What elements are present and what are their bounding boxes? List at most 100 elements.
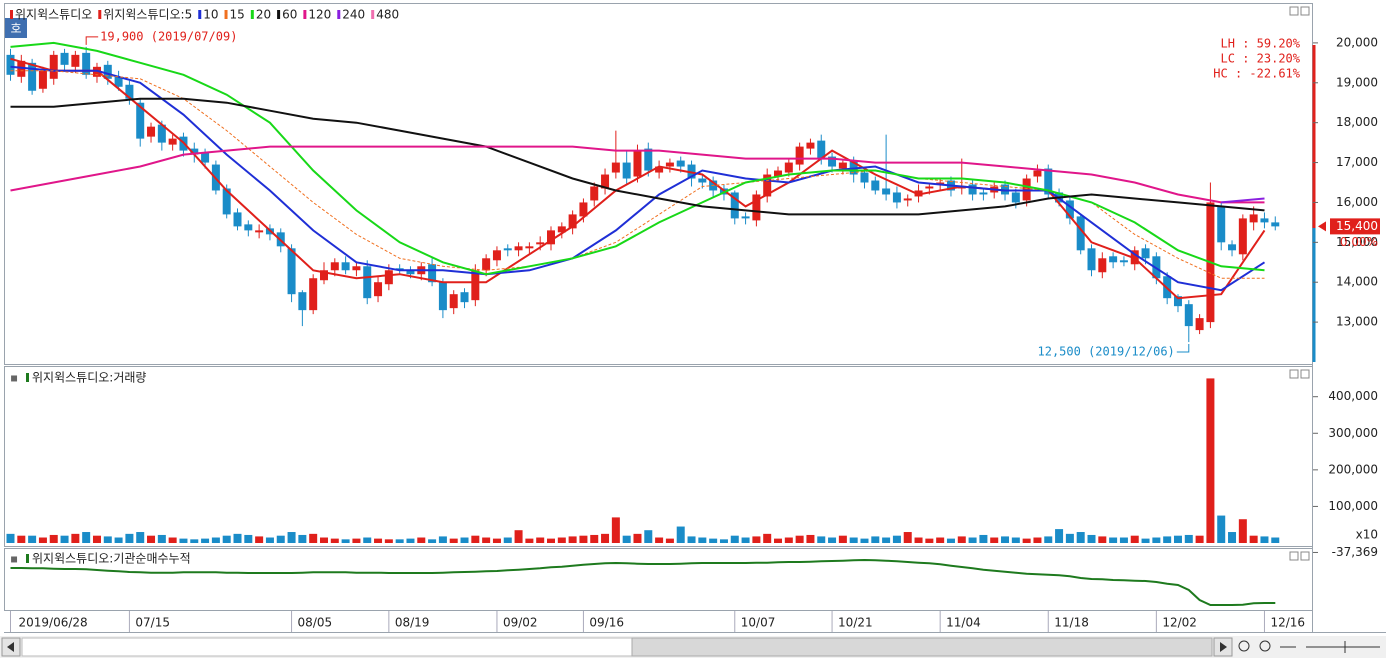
candle-body: [49, 54, 58, 79]
candle-body: [1001, 184, 1010, 195]
candle-body: [114, 76, 123, 87]
volume-bar: [309, 533, 318, 543]
volume-bar: [1152, 537, 1161, 543]
annotation-arrow: [85, 36, 99, 45]
scroll-track[interactable]: [21, 637, 633, 657]
volume-bar: [233, 533, 242, 543]
candle-body: [406, 270, 415, 275]
volume-bar: [114, 537, 123, 543]
stat-label: HC : -22.61%: [1213, 67, 1300, 81]
candle-body: [1228, 244, 1237, 251]
volume-bar: [579, 535, 588, 543]
volume-bar: [730, 535, 739, 543]
volume-bar: [244, 534, 253, 543]
institution-title: 위지윅스튜디오:기관순매수누적: [32, 552, 191, 566]
panel-close[interactable]: [1300, 6, 1310, 16]
candle-body: [838, 162, 847, 169]
volume-bar: [341, 539, 350, 543]
legend-label: 위지윅스튜디오: [15, 8, 92, 22]
zoom-out[interactable]: [1238, 640, 1250, 652]
panel-close[interactable]: [1300, 369, 1310, 379]
volume-bar: [103, 536, 112, 543]
zoom-slider[interactable]: [1280, 641, 1380, 653]
candle-body: [1238, 218, 1247, 255]
legend-label: 20: [256, 8, 271, 22]
candle-body: [222, 188, 231, 215]
moving-average: [10, 57, 1266, 300]
candle-body: [38, 70, 47, 89]
volume-bar: [125, 533, 134, 543]
legend-label: 480: [376, 8, 399, 22]
legend-swatch: [198, 10, 202, 19]
last-change: 0.00%: [1340, 235, 1378, 249]
volume-bar: [255, 536, 264, 543]
volume-bar: [936, 537, 945, 543]
volume-bar: [741, 537, 750, 543]
volume-bar: [201, 538, 210, 543]
legend-swatch: [224, 10, 228, 19]
mode-button[interactable]: [5, 18, 27, 38]
volume-bar: [882, 537, 891, 543]
candle-body: [136, 102, 145, 139]
legend-swatch: [337, 10, 341, 19]
volume-bar: [1044, 536, 1053, 543]
moving-average: [1221, 197, 1265, 204]
volume-bar: [49, 534, 58, 543]
candle-body: [784, 162, 793, 173]
volume-bar: [925, 538, 934, 543]
volume-bar: [687, 536, 696, 543]
volume-bar: [482, 537, 491, 543]
volume-bar: [460, 537, 469, 543]
annotation: 12,500 (2019/12/06): [1038, 345, 1175, 359]
x-tick-label: 09/16: [589, 616, 624, 630]
candle-body: [1184, 304, 1193, 327]
volume-bar: [601, 533, 610, 543]
y-tick-label: 16,000: [1336, 195, 1378, 209]
y-tick-label: 18,000: [1336, 115, 1378, 129]
candle-body: [352, 266, 361, 271]
volume-bar: [622, 535, 631, 543]
candle-body: [471, 270, 480, 301]
volume-bar: [471, 535, 480, 543]
volume-bar: [1130, 535, 1139, 543]
volume-bar: [319, 537, 328, 543]
panel-minimize[interactable]: [1289, 6, 1299, 16]
stat-label: LC : 23.20%: [1221, 52, 1301, 66]
candle-body: [828, 156, 837, 167]
zoom-in[interactable]: [1259, 640, 1271, 652]
volume-bar: [503, 537, 512, 543]
scrollbar: [0, 636, 1386, 658]
panel-minimize[interactable]: [1289, 551, 1299, 561]
volume-bar: [514, 530, 523, 543]
y-tick-label: 14,000: [1336, 275, 1378, 289]
candle-body: [319, 270, 328, 281]
x-tick-label: 08/19: [395, 616, 430, 630]
y-tick-label: 100,000: [1328, 499, 1378, 513]
panel-minimize[interactable]: [1289, 369, 1299, 379]
candle-body: [892, 192, 901, 203]
y-tick-label: 19,000: [1336, 75, 1378, 89]
candle-body: [817, 140, 826, 159]
volume-bar: [968, 537, 977, 543]
candle-body: [1076, 216, 1085, 251]
volume-bar: [1249, 535, 1258, 543]
volume-bar: [525, 538, 534, 543]
volume-bar: [698, 537, 707, 543]
legend-swatch: [371, 10, 375, 19]
arrow-icon: [7, 642, 14, 652]
x-tick-label: 10/21: [838, 616, 873, 630]
candle-body: [330, 262, 339, 271]
legend-icon: ▪: [10, 552, 18, 566]
legend-label: 15: [230, 8, 245, 22]
candle-body: [255, 230, 264, 233]
candle-body: [1271, 222, 1280, 227]
y-tick-label: 17,000: [1336, 155, 1378, 169]
scroll-thumb[interactable]: [631, 637, 1213, 657]
panel-close[interactable]: [1300, 551, 1310, 561]
volume-bar: [1271, 537, 1280, 543]
candle-body: [741, 216, 750, 219]
volume-bar: [1206, 378, 1215, 543]
volume-bar: [903, 532, 912, 543]
volume-bar: [557, 537, 566, 543]
volume-bar: [71, 533, 80, 543]
